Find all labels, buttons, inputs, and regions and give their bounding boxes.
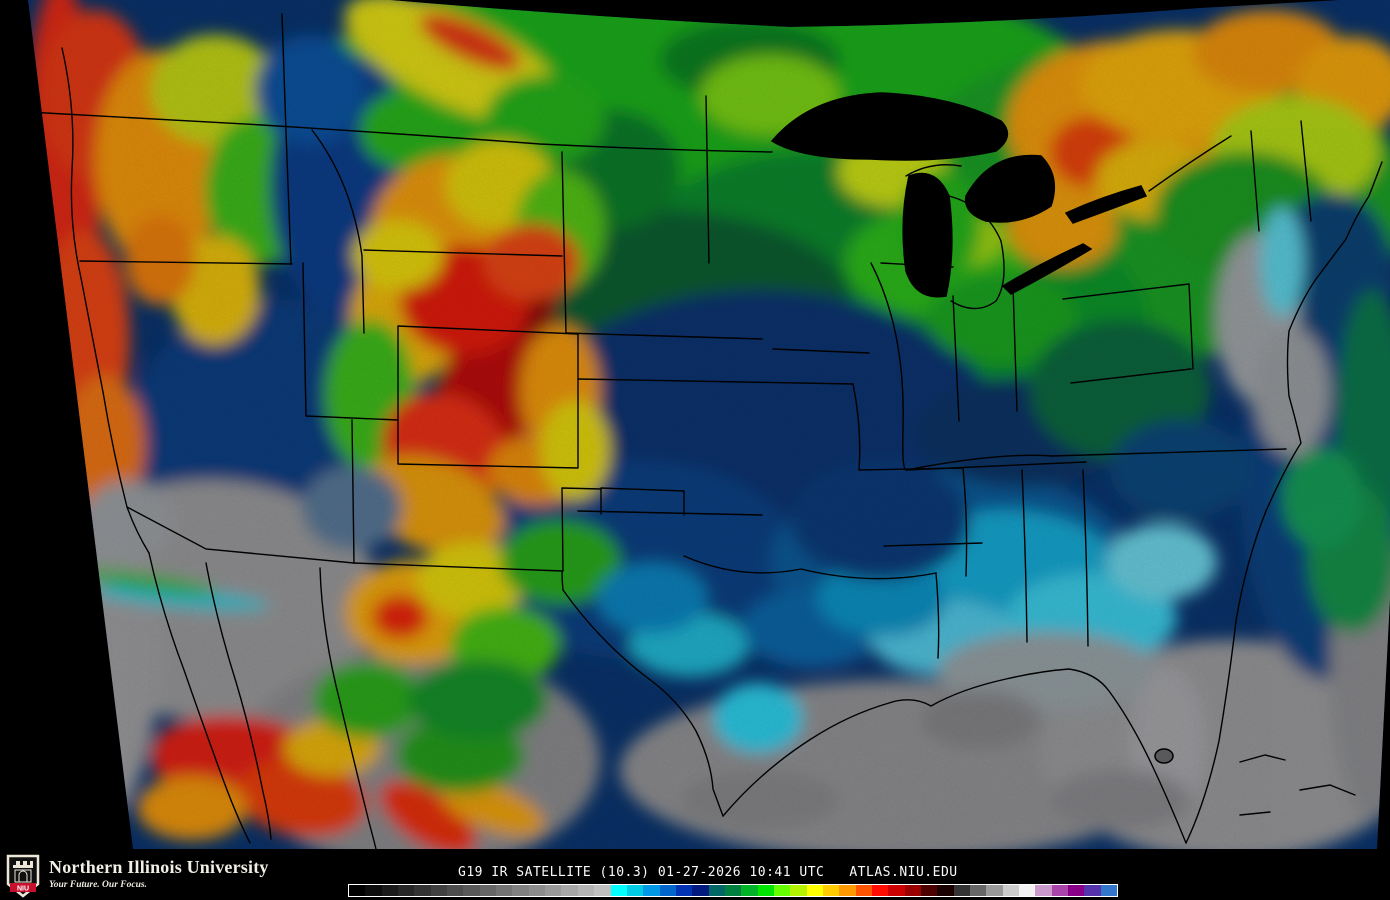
colorbar-segment xyxy=(577,885,595,896)
colorbar-segment xyxy=(430,885,448,896)
colorbar-segment xyxy=(855,885,872,896)
colorbar-segment xyxy=(496,885,513,896)
colorbar-segment xyxy=(872,885,889,896)
colorbar-segment xyxy=(1084,885,1101,896)
colorbar-segment xyxy=(904,885,922,896)
colorbar-segment xyxy=(610,885,627,896)
colorbar-segment xyxy=(659,885,676,896)
colorbar-segment xyxy=(479,885,497,896)
colorbar-segment xyxy=(447,885,464,896)
colorbar-segment xyxy=(1068,885,1085,896)
niu-shield-icon: NIU xyxy=(6,854,40,898)
colorbar-segment xyxy=(724,885,742,896)
colorbar-segment xyxy=(561,885,578,896)
colorbar-segment xyxy=(708,885,725,896)
niu-logo: NIU Northern Illinois University Your Fu… xyxy=(6,854,269,898)
colorbar-segment xyxy=(512,885,529,896)
colorbar-segment xyxy=(757,885,774,896)
colorbar-segment xyxy=(953,885,971,896)
colorbar-segment xyxy=(986,885,1003,896)
colorbar-segment xyxy=(381,885,399,896)
colorbar-segment xyxy=(921,885,938,896)
colorbar-segment xyxy=(675,885,693,896)
colorbar-segment xyxy=(773,885,791,896)
niu-shield-text: NIU xyxy=(17,886,29,893)
colorbar-segment xyxy=(349,885,366,896)
colorbar-segment xyxy=(888,885,905,896)
niu-wordmark: Northern Illinois University Your Future… xyxy=(49,854,269,891)
colorbar-segment xyxy=(1100,885,1118,896)
colorbar-segment xyxy=(741,885,758,896)
colorbar-segment xyxy=(398,885,415,896)
colorbar-segment xyxy=(1019,885,1036,896)
colorbar-segment xyxy=(822,885,840,896)
colorbar-segment xyxy=(594,885,611,896)
colorbar-segment xyxy=(463,885,480,896)
colorbar-segment xyxy=(1035,885,1052,896)
colorbar-segment xyxy=(365,885,382,896)
institution-tagline: Your Future. Our Focus. xyxy=(49,880,147,890)
colorbar-segment xyxy=(1002,885,1020,896)
colorbar-segment xyxy=(626,885,644,896)
colorbar-segment xyxy=(1051,885,1069,896)
satellite-image xyxy=(28,0,1390,849)
colorbar-segment xyxy=(414,885,431,896)
image-grain xyxy=(28,0,1390,849)
colorbar-segment xyxy=(970,885,987,896)
colorbar-segment xyxy=(790,885,807,896)
colorbar-segment xyxy=(806,885,823,896)
colorbar-segment xyxy=(839,885,856,896)
colorbar-segment xyxy=(692,885,709,896)
colorbar-segment xyxy=(937,885,954,896)
satellite-map-svg xyxy=(28,0,1390,849)
colorbar-segment xyxy=(528,885,546,896)
colorbar-segment xyxy=(545,885,562,896)
image-caption: G19 IR SATELLITE (10.3) 01-27-2026 10:41… xyxy=(458,865,958,880)
institution-name: Northern Illinois University xyxy=(49,857,269,877)
colorbar xyxy=(348,884,1118,897)
colorbar-segment xyxy=(643,885,660,896)
